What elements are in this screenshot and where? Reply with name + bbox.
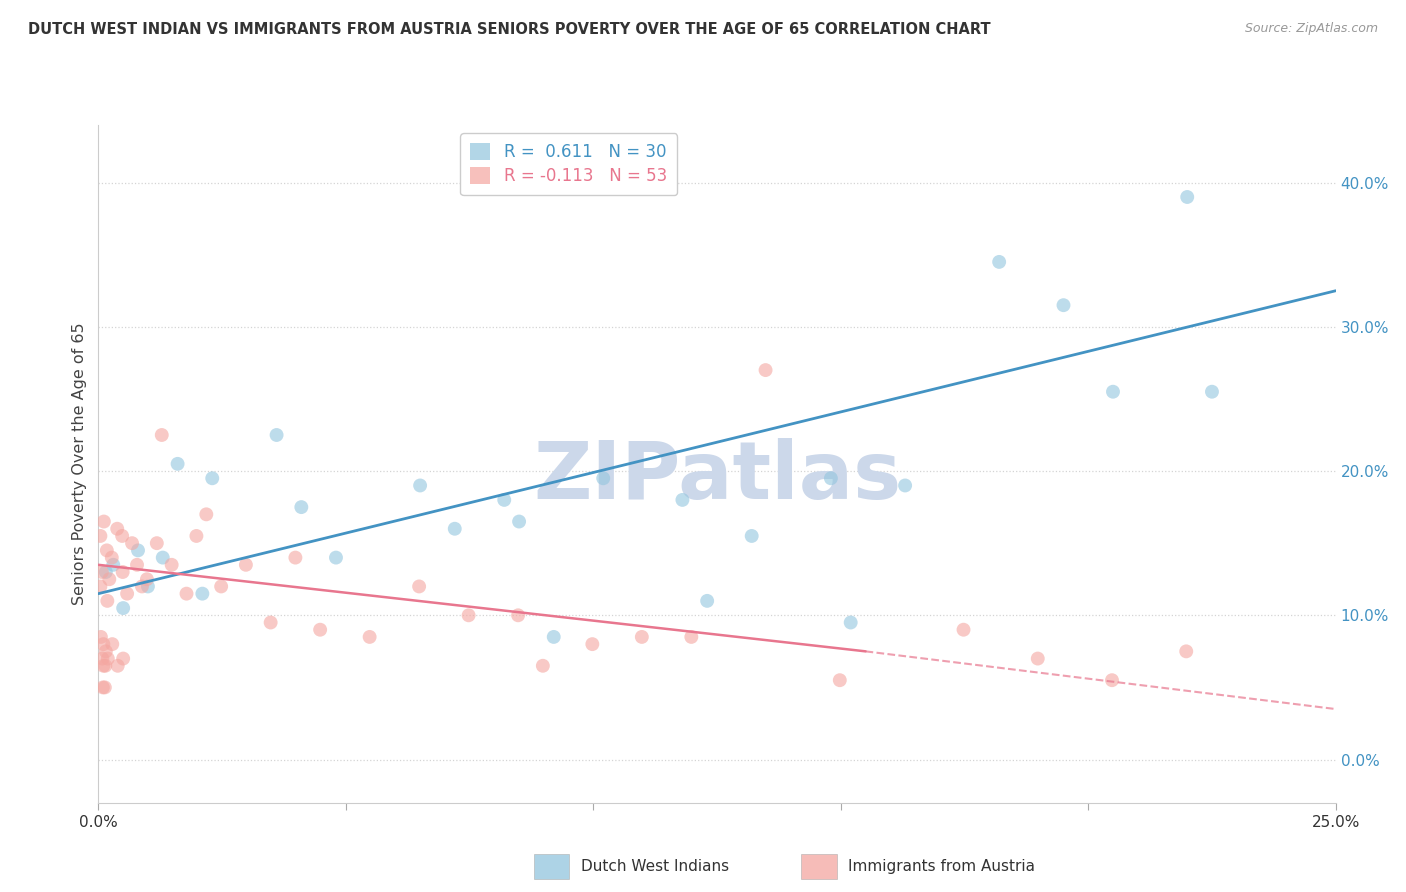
Point	[131, 579, 153, 593]
Y-axis label: Seniors Poverty Over the Age of 65: Seniors Poverty Over the Age of 65	[72, 323, 87, 605]
Point	[309, 623, 332, 637]
Point	[101, 550, 124, 565]
Point	[531, 658, 554, 673]
Point	[266, 428, 288, 442]
Point	[93, 515, 115, 529]
Point	[94, 565, 117, 579]
Point	[176, 587, 198, 601]
Point	[105, 522, 128, 536]
Point	[136, 579, 159, 593]
Point	[97, 651, 120, 665]
Point	[111, 565, 134, 579]
Point	[754, 363, 776, 377]
Point	[93, 658, 115, 673]
Point	[1101, 673, 1123, 688]
Point	[820, 471, 842, 485]
Point	[135, 572, 157, 586]
Point	[121, 536, 143, 550]
Point	[1175, 190, 1198, 204]
Point	[1026, 651, 1049, 665]
Point	[408, 579, 430, 593]
Point	[409, 478, 432, 492]
Point	[191, 587, 214, 601]
Point	[96, 594, 118, 608]
Point	[259, 615, 281, 630]
Point	[325, 550, 347, 565]
Point	[127, 543, 149, 558]
Point	[112, 601, 135, 615]
Point	[1201, 384, 1223, 399]
Point	[152, 550, 174, 565]
Point	[681, 630, 703, 644]
Text: Source: ZipAtlas.com: Source: ZipAtlas.com	[1244, 22, 1378, 36]
Point	[94, 658, 117, 673]
Point	[1102, 384, 1125, 399]
Point	[952, 623, 974, 637]
Point	[166, 457, 188, 471]
Point	[91, 651, 114, 665]
Point	[359, 630, 381, 644]
Point	[90, 630, 112, 644]
Point	[494, 492, 516, 507]
Text: ZIPatlas: ZIPatlas	[533, 438, 901, 516]
Point	[457, 608, 479, 623]
Point	[235, 558, 257, 572]
Point	[115, 587, 138, 601]
Point	[96, 543, 118, 558]
Point	[581, 637, 603, 651]
Point	[107, 658, 129, 673]
Point	[89, 579, 111, 593]
Point	[508, 515, 530, 529]
Point	[201, 471, 224, 485]
Point	[209, 579, 232, 593]
Legend: R =  0.611   N = 30, R = -0.113   N = 53: R = 0.611 N = 30, R = -0.113 N = 53	[460, 133, 676, 195]
Point	[290, 500, 312, 515]
Point	[101, 637, 124, 651]
Point	[506, 608, 529, 623]
Point	[543, 630, 565, 644]
Point	[671, 492, 693, 507]
Point	[284, 550, 307, 565]
Point	[839, 615, 862, 630]
Point	[988, 255, 1011, 269]
Point	[89, 529, 111, 543]
Point	[1175, 644, 1198, 658]
Point	[103, 558, 125, 572]
Point	[894, 478, 917, 492]
Point	[186, 529, 208, 543]
Point	[630, 630, 652, 644]
Point	[91, 681, 114, 695]
Point	[828, 673, 851, 688]
Point	[443, 522, 465, 536]
Point	[741, 529, 763, 543]
Text: Dutch West Indians: Dutch West Indians	[581, 859, 728, 873]
Point	[112, 651, 135, 665]
Point	[592, 471, 614, 485]
Point	[90, 565, 112, 579]
Point	[1052, 298, 1074, 312]
Point	[94, 644, 117, 658]
Point	[98, 572, 121, 586]
Text: Immigrants from Austria: Immigrants from Austria	[848, 859, 1035, 873]
Point	[125, 558, 148, 572]
Point	[93, 637, 115, 651]
Point	[160, 558, 183, 572]
Point	[94, 681, 117, 695]
Point	[150, 428, 173, 442]
Point	[111, 529, 134, 543]
Point	[146, 536, 169, 550]
Point	[195, 508, 218, 522]
Point	[696, 594, 718, 608]
Text: DUTCH WEST INDIAN VS IMMIGRANTS FROM AUSTRIA SENIORS POVERTY OVER THE AGE OF 65 : DUTCH WEST INDIAN VS IMMIGRANTS FROM AUS…	[28, 22, 991, 37]
